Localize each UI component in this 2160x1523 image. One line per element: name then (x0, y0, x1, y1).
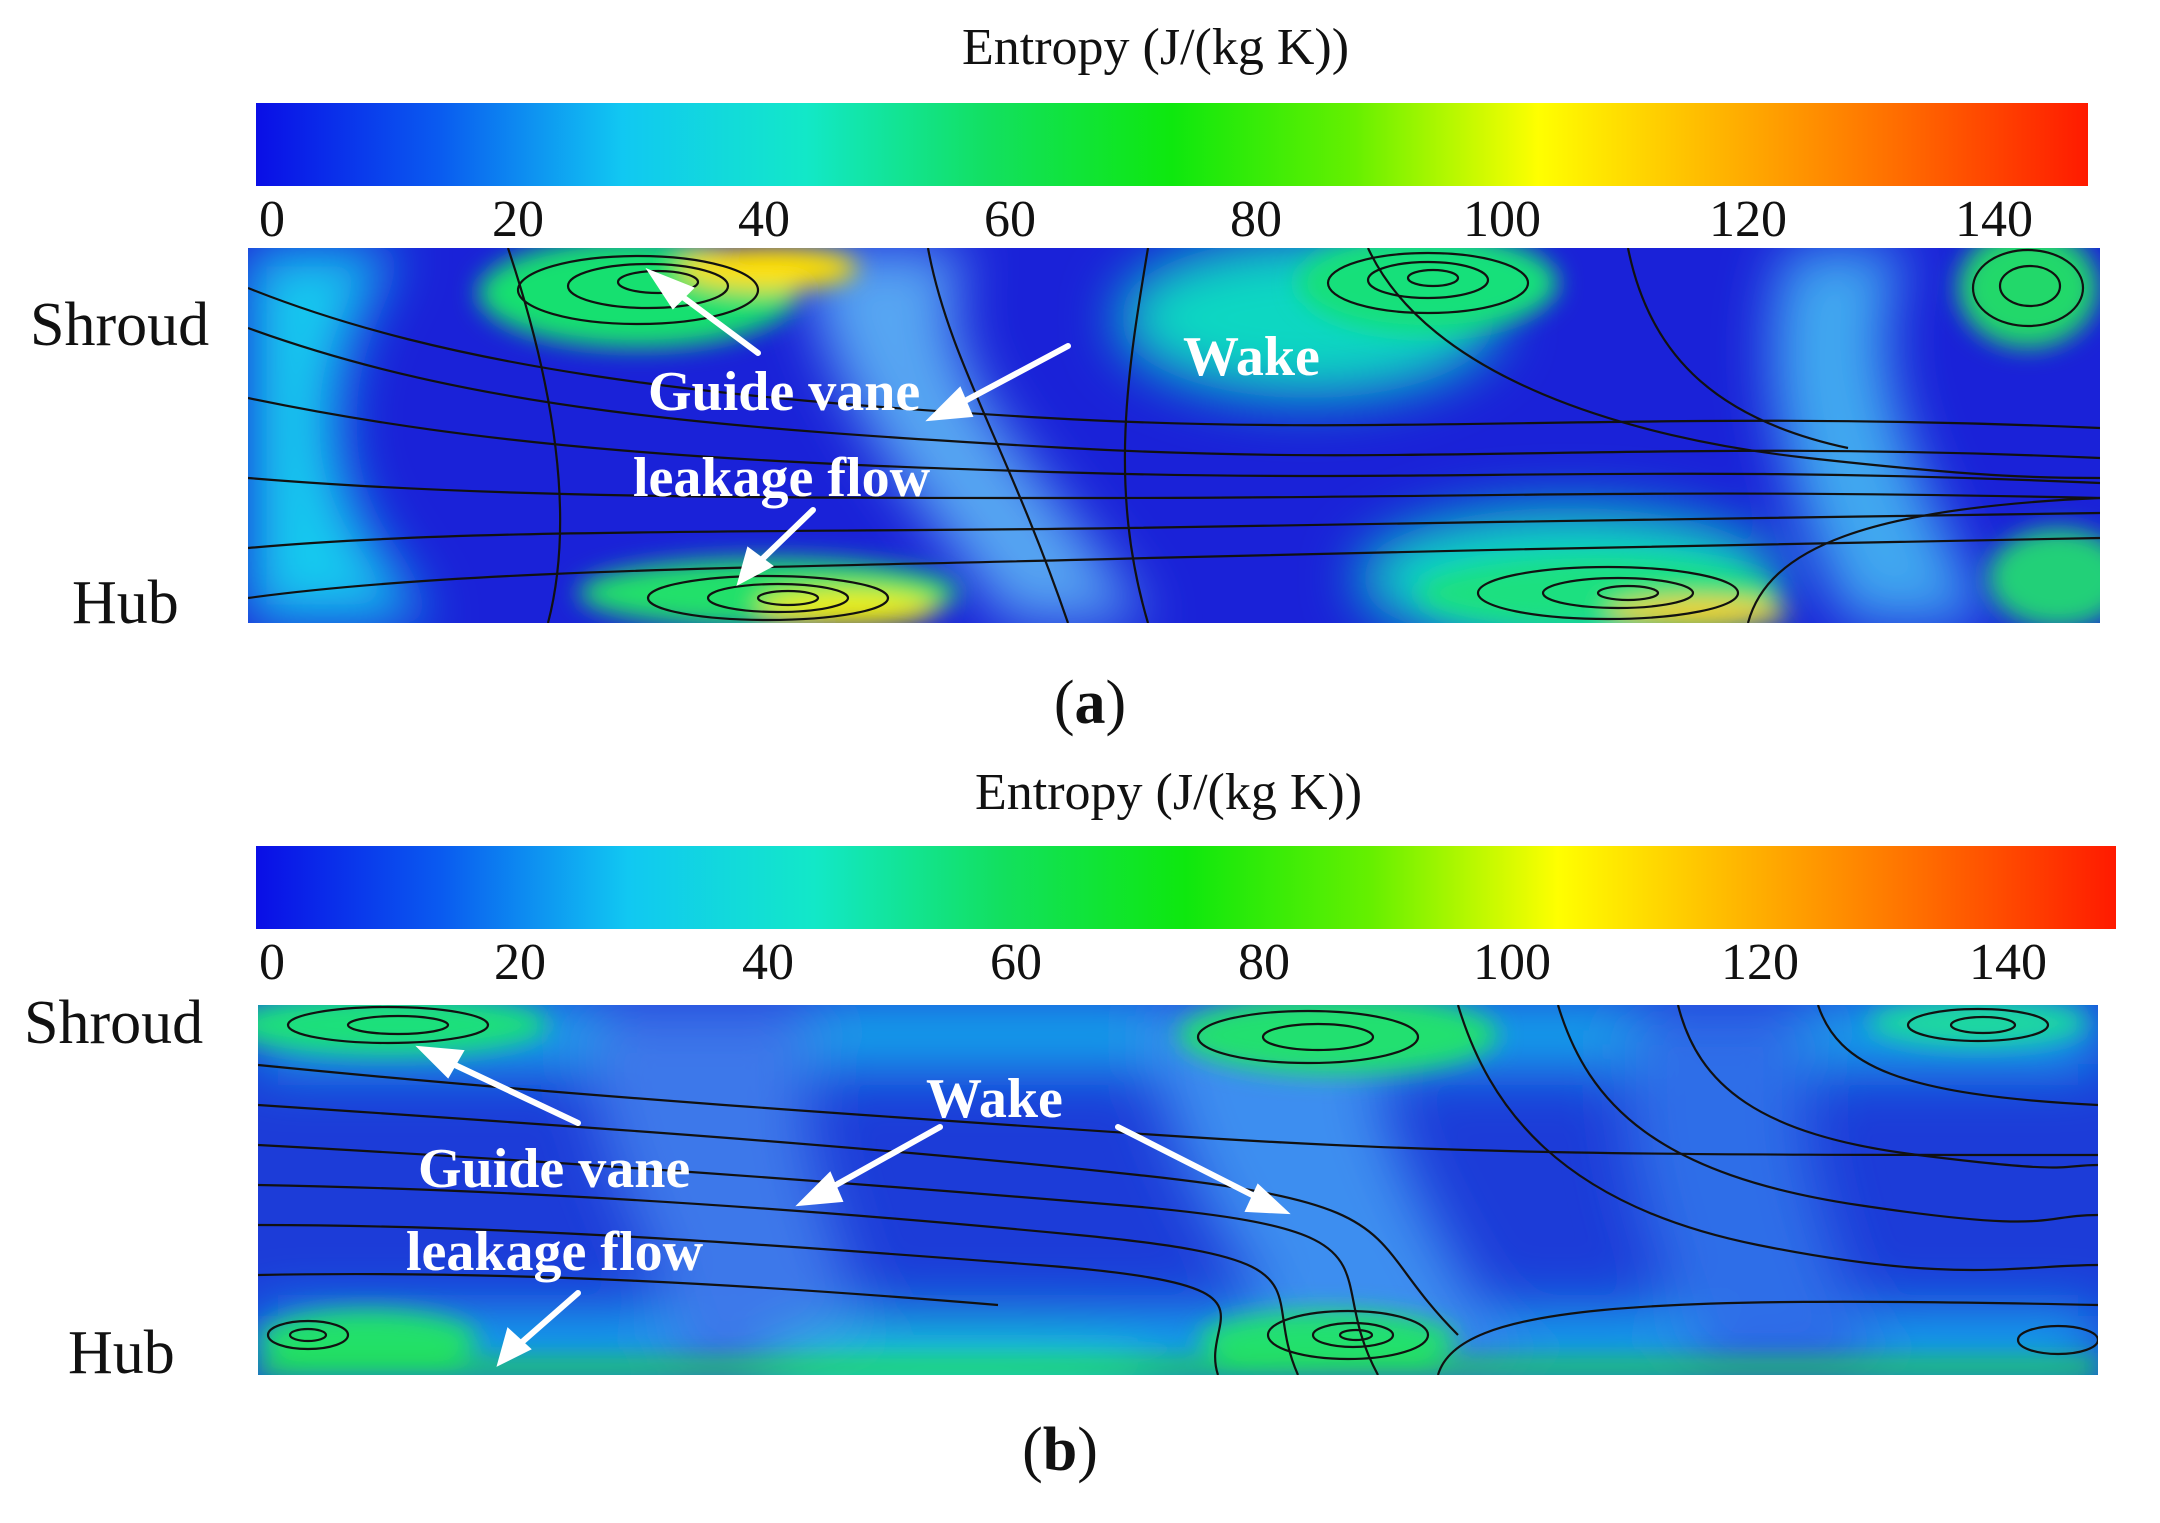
hub-label: Hub (72, 569, 179, 637)
shroud-label: Shroud (30, 291, 210, 359)
panel-caption: (b) (1022, 1416, 1098, 1484)
colorbar (256, 103, 2088, 186)
entropy-contour-field: Guide vane leakage flow Wake (258, 1005, 2098, 1375)
colorbar-tick-label: 80 (1230, 191, 1282, 248)
colorbar-tick-label: 100 (1473, 934, 1551, 991)
annotation-wake: Wake (926, 1068, 1063, 1130)
panel-caption: (a) (1053, 669, 1127, 737)
colorbar-tick-label: 40 (738, 191, 790, 248)
annotation-guide-vane-line1: Guide vane (648, 361, 920, 423)
annotation-guide-vane-line2: leakage flow (633, 447, 931, 509)
vortex-spirals (516, 248, 2085, 622)
contour-plot: Guide vane leakage flow Wake (258, 1005, 2098, 1375)
annotation-guide-vane-line2: leakage flow (406, 1221, 704, 1283)
shroud-label: Shroud (24, 989, 204, 1057)
colorbar-tick-label: 140 (1969, 934, 2047, 991)
annotation-guide-vane-line1: Guide vane (418, 1138, 690, 1200)
vortex-spirals (266, 1005, 2098, 1361)
colorbar-tick-label: 140 (1955, 191, 2033, 248)
hub-label: Hub (68, 1319, 175, 1387)
colorbar-tick-label: 100 (1463, 191, 1541, 248)
colorbar-tick-label: 120 (1721, 934, 1799, 991)
annotation-arrows (415, 1045, 1291, 1367)
colorbar-tick-label: 20 (492, 191, 544, 248)
streamlines (248, 248, 2100, 623)
colorbar-title: Entropy (J/(kg K)) (975, 764, 1363, 821)
streamlines (258, 1005, 2098, 1375)
colorbar-tick-label: 60 (984, 191, 1036, 248)
colorbar (256, 846, 2116, 929)
colorbar-tick-label: 0 (259, 191, 285, 248)
colorbar-title: Entropy (J/(kg K)) (962, 19, 1350, 76)
colorbar-tick-label: 20 (494, 934, 546, 991)
entropy-contour-field: Guide vane leakage flow Wake (248, 248, 2100, 623)
annotation-arrows (645, 267, 1071, 586)
colorbar-tick-label: 0 (259, 934, 285, 991)
contour-plot: Guide vane leakage flow Wake (248, 248, 2100, 623)
colorbar-tick-label: 40 (742, 934, 794, 991)
colorbar-tick-label: 120 (1709, 191, 1787, 248)
colorbar-tick-label: 60 (990, 934, 1042, 991)
annotation-wake: Wake (1183, 326, 1320, 388)
vortex-hotspots (258, 1005, 2098, 1375)
colorbar-tick-label: 80 (1238, 934, 1290, 991)
